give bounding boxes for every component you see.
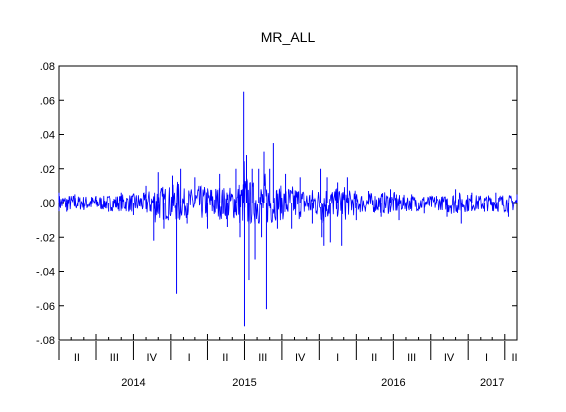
y-tick-label: -.02	[36, 232, 55, 244]
y-tick-label: -.04	[36, 267, 55, 279]
quarter-label: III	[407, 352, 416, 364]
year-label: 2015	[232, 377, 256, 389]
y-tick-label: .02	[40, 164, 55, 176]
y-tick-label: -.08	[36, 335, 55, 347]
series-layer	[58, 91, 518, 327]
y-tick-label: .06	[40, 95, 55, 107]
quarter-label: II	[511, 352, 517, 364]
quarter-label: IV	[295, 352, 306, 364]
quarter-label: I	[485, 352, 488, 364]
quarter-label: II	[74, 352, 80, 364]
year-label: 2017	[480, 377, 504, 389]
y-tick-label: .00	[40, 198, 55, 210]
series-line	[58, 161, 518, 225]
quarter-label: I	[336, 352, 339, 364]
y-axis: .08 .06 .04 .02 .00 -.02 -.04 -.06 -.08	[36, 61, 517, 347]
quarter-label: IV	[444, 352, 455, 364]
chart-title: MR_ALL	[261, 29, 316, 45]
y-tick-label: .04	[40, 130, 55, 142]
quarter-label: III	[110, 352, 119, 364]
quarter-label: II	[222, 352, 228, 364]
quarter-label: I	[188, 352, 191, 364]
year-label: 2014	[121, 377, 145, 389]
y-tick-label: .08	[40, 61, 55, 73]
quarter-label: II	[371, 352, 377, 364]
year-label: 2016	[381, 377, 405, 389]
quarter-label: IV	[147, 352, 158, 364]
y-tick-label: -.06	[36, 301, 55, 313]
quarter-label: III	[258, 352, 267, 364]
